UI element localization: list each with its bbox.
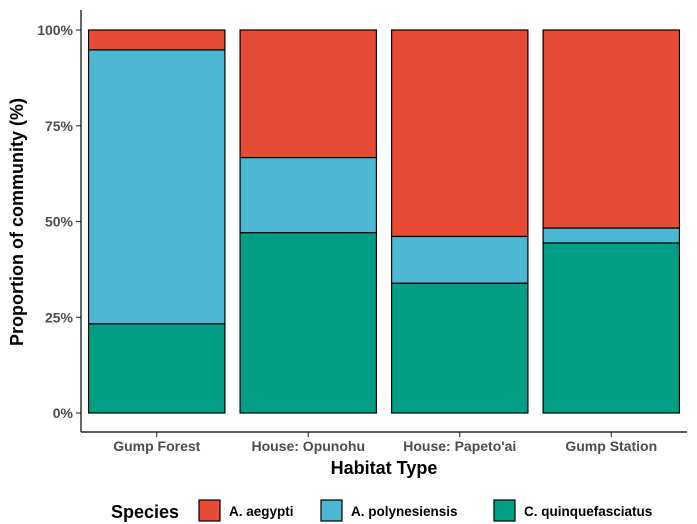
- bar-segment-a-aegypti-4: [542, 29, 681, 229]
- bar-segment-a-aegypti-3: [390, 29, 529, 238]
- bar-segment-a-polynesiensis-3: [390, 235, 529, 284]
- x-axis: Gump Forest House: Opunohu House: Papeto'a…: [113, 432, 657, 454]
- x-tick-label: Gump Station: [565, 438, 657, 454]
- y-tick-label: 0%: [53, 405, 74, 421]
- bar-segment-a-aegypti-2: [239, 29, 378, 159]
- bar-segment-a-polynesiensis-2: [239, 156, 378, 234]
- legend-key-a-aegypti: [198, 499, 221, 522]
- y-axis: 0% 25% 50% 75% 100%: [37, 22, 81, 421]
- legend-label: A. polynesiensis: [351, 504, 458, 519]
- y-tick-label: 100%: [37, 22, 73, 38]
- y-tick-label: 25%: [45, 309, 74, 325]
- bar-segment-c-quinquefasciatus-4: [542, 242, 681, 414]
- bar-segment-c-quinquefasciatus-3: [390, 282, 529, 414]
- plot-area: [87, 29, 681, 414]
- bar-segment-a-polynesiensis-1: [87, 49, 226, 325]
- legend-title: Species: [111, 502, 179, 522]
- bar-segment-a-polynesiensis-4: [542, 227, 681, 244]
- bar-segment-c-quinquefasciatus-1: [87, 323, 226, 414]
- y-axis-title: Proportion of community (%): [7, 98, 27, 346]
- x-tick-label: House: Opunohu: [251, 438, 365, 454]
- x-tick-label: House: Papeto'ai: [403, 438, 516, 454]
- y-tick-label: 50%: [45, 214, 74, 230]
- legend-label: C. quinquefasciatus: [524, 504, 652, 519]
- legend: Species A. aegypti A. polynesiensis C. qui…: [111, 499, 652, 522]
- legend-key-a-polynesiensis: [320, 499, 343, 522]
- x-axis-title: Habitat Type: [331, 458, 438, 478]
- x-tick-label: Gump Forest: [113, 438, 200, 454]
- legend-key-c-quinquefasciatus: [493, 499, 516, 522]
- bar-segment-a-aegypti-1: [87, 29, 226, 51]
- bar-segment-c-quinquefasciatus-2: [239, 232, 378, 414]
- y-tick-label: 75%: [45, 118, 74, 134]
- legend-label: A. aegypti: [229, 504, 294, 519]
